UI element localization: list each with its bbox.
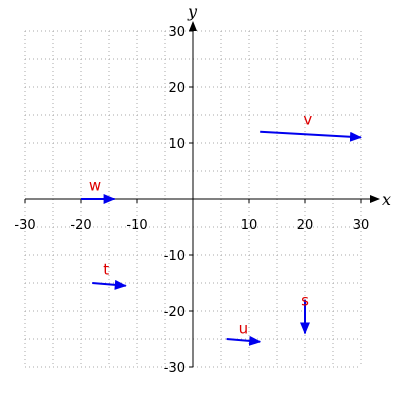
y-tick-label: -10 bbox=[164, 249, 185, 264]
vector-label-u: u bbox=[239, 319, 249, 337]
x-tick-label: 30 bbox=[353, 218, 370, 233]
x-axis-label: x bbox=[382, 190, 391, 209]
x-tick-label: -20 bbox=[70, 218, 91, 233]
vector-t bbox=[92, 279, 127, 290]
vector-label-s: s bbox=[301, 291, 309, 309]
vectors bbox=[81, 130, 362, 346]
y-tick-label: 10 bbox=[168, 137, 185, 152]
y-axis-label: y bbox=[187, 2, 198, 21]
x-tick-label: -30 bbox=[14, 218, 35, 233]
y-tick-label: 30 bbox=[168, 25, 185, 40]
tick-labels: -30 -20 -10 10 20 30 -30 -20 -10 10 20 30 bbox=[14, 25, 369, 376]
vector-labels: v w t s u bbox=[89, 111, 312, 338]
vector-label-v: v bbox=[303, 111, 312, 129]
x-tick-label: -10 bbox=[126, 218, 147, 233]
x-tick-label: 20 bbox=[297, 218, 314, 233]
y-tick-label: -30 bbox=[164, 361, 185, 376]
vector-label-w: w bbox=[89, 177, 101, 195]
y-tick-label: 20 bbox=[168, 81, 185, 96]
vector-v bbox=[260, 130, 362, 142]
vector-u bbox=[226, 335, 262, 346]
x-tick-label: 10 bbox=[241, 218, 258, 233]
y-tick-label: -20 bbox=[164, 305, 185, 320]
axes: xy bbox=[25, 2, 391, 367]
vector-label-t: t bbox=[103, 261, 109, 279]
